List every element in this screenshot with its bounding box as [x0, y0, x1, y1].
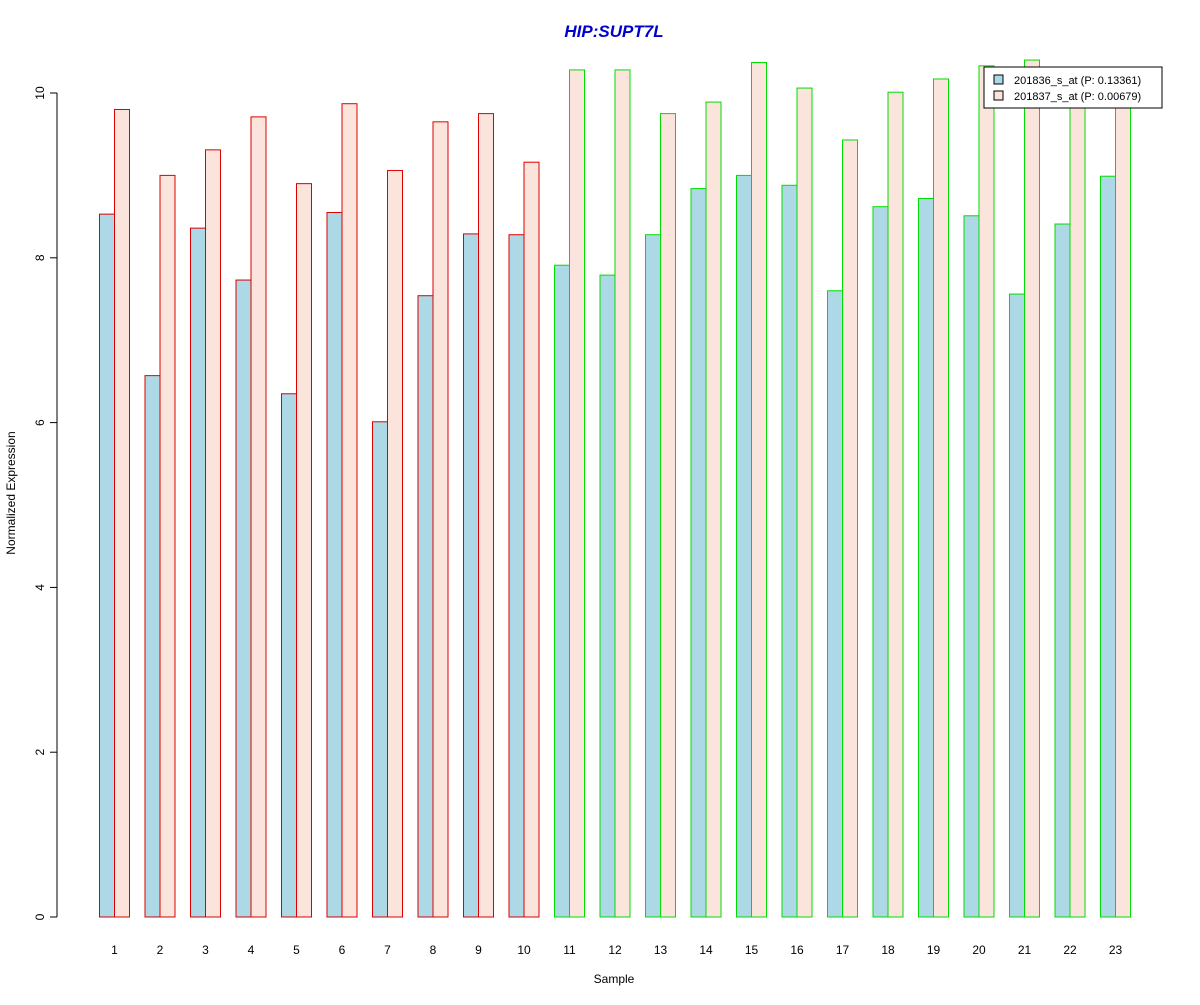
bar-201836-sample-23 — [1100, 175, 1116, 918]
y-tick-label: 10 — [33, 86, 47, 100]
x-tick-label: 4 — [248, 943, 255, 957]
bar-201837-sample-5 — [296, 183, 312, 918]
bar-201836-sample-22 — [1054, 223, 1071, 918]
legend: 201836_s_at (P: 0.13361) 201837_s_at (P:… — [983, 66, 1163, 109]
bar-201837-sample-8 — [432, 121, 449, 918]
x-tick-label: 20 — [972, 943, 986, 957]
x-tick-label: 1 — [111, 943, 118, 957]
x-tick-label: 10 — [517, 943, 531, 957]
y-axis: 0 2 4 6 8 10 — [33, 86, 58, 920]
x-tick-label: 21 — [1018, 943, 1032, 957]
bar-201836-sample-17 — [827, 290, 843, 918]
x-tick-label: 17 — [836, 943, 850, 957]
bar-201836-sample-1 — [99, 213, 115, 918]
chart-title: HIP:SUPT7L — [564, 22, 663, 41]
bar-201836-sample-9 — [463, 233, 479, 918]
bar-201837-sample-23 — [1115, 91, 1131, 918]
bar-201837-sample-16 — [796, 87, 813, 918]
bar-201836-sample-14 — [690, 188, 707, 918]
bar-201837-sample-4 — [250, 116, 267, 918]
bar-201837-sample-1 — [114, 108, 130, 918]
bar-201836-sample-7 — [372, 421, 388, 918]
x-tick-label: 18 — [881, 943, 895, 957]
x-tick-label: 2 — [157, 943, 164, 957]
bar-201836-sample-10 — [508, 234, 525, 918]
y-tick-label: 8 — [33, 254, 47, 261]
bar-201836-sample-18 — [872, 206, 889, 918]
bar-201837-sample-10 — [523, 161, 540, 918]
y-axis-label: Normalized Expression — [4, 431, 18, 554]
bar-201837-sample-19 — [933, 78, 949, 918]
bar-201837-sample-2 — [159, 174, 176, 918]
bar-201837-sample-3 — [205, 149, 221, 918]
bar-201836-sample-19 — [918, 197, 934, 918]
bar-201836-sample-16 — [781, 184, 798, 918]
x-tick-label: 12 — [608, 943, 622, 957]
y-tick-label: 6 — [33, 419, 47, 426]
x-tick-label: 15 — [745, 943, 759, 957]
x-tick-label: 8 — [430, 943, 437, 957]
bars-layer — [99, 59, 1131, 918]
y-tick-label: 4 — [33, 584, 47, 591]
bar-201836-sample-20 — [963, 215, 980, 918]
bar-201836-sample-4 — [235, 279, 252, 918]
bar-201837-sample-12 — [614, 69, 631, 918]
legend-label-201837: 201837_s_at (P: 0.00679) — [1014, 91, 1141, 103]
x-tick-label: 5 — [293, 943, 300, 957]
bar-201837-sample-18 — [887, 91, 904, 918]
bar-201837-sample-22 — [1069, 92, 1086, 918]
bar-201836-sample-2 — [144, 375, 161, 918]
bar-201837-sample-15 — [751, 62, 767, 918]
legend-swatch-201836 — [993, 74, 1004, 85]
legend-swatch-201837 — [993, 90, 1004, 101]
bar-201836-sample-15 — [736, 174, 752, 918]
bar-201836-sample-8 — [417, 295, 434, 918]
bar-201837-sample-7 — [387, 169, 403, 918]
x-tick-label: 11 — [563, 943, 576, 957]
bar-201837-sample-14 — [705, 101, 722, 918]
legend-label-201836: 201836_s_at (P: 0.13361) — [1014, 75, 1141, 87]
bar-201837-sample-13 — [660, 113, 676, 918]
bar-201837-sample-6 — [341, 103, 358, 918]
bar-201836-sample-13 — [645, 234, 661, 918]
legend-box — [983, 66, 1163, 109]
bar-201836-sample-11 — [554, 264, 570, 918]
x-tick-label: 22 — [1063, 943, 1077, 957]
bar-201836-sample-12 — [599, 274, 616, 918]
y-tick-label: 2 — [33, 749, 47, 756]
x-axis-label: Sample — [594, 972, 635, 986]
bar-201836-sample-6 — [326, 211, 343, 918]
x-tick-label: 23 — [1109, 943, 1123, 957]
x-tick-label: 6 — [339, 943, 346, 957]
x-tick-label: 16 — [790, 943, 804, 957]
x-tick-label: 13 — [654, 943, 668, 957]
x-tick-label: 14 — [699, 943, 713, 957]
y-tick-label: 0 — [33, 913, 47, 920]
x-tick-label: 3 — [202, 943, 209, 957]
x-tick-labels: 1 2 3 4 5 6 7 8 9 10 11 12 13 14 15 16 17 18 19 20 21 22 23 — [111, 943, 1122, 957]
x-tick-label: 7 — [384, 943, 391, 957]
bar-201837-sample-21 — [1024, 59, 1040, 918]
bar-201837-sample-17 — [842, 139, 858, 918]
x-tick-label: 9 — [475, 943, 482, 957]
bar-201836-sample-21 — [1009, 293, 1025, 918]
bar-201837-sample-9 — [478, 113, 494, 918]
bar-201836-sample-3 — [190, 227, 206, 918]
bar-201837-sample-20 — [978, 65, 995, 918]
bar-201836-sample-5 — [281, 393, 297, 918]
x-tick-label: 19 — [927, 943, 941, 957]
bar-201837-sample-11 — [569, 69, 585, 918]
